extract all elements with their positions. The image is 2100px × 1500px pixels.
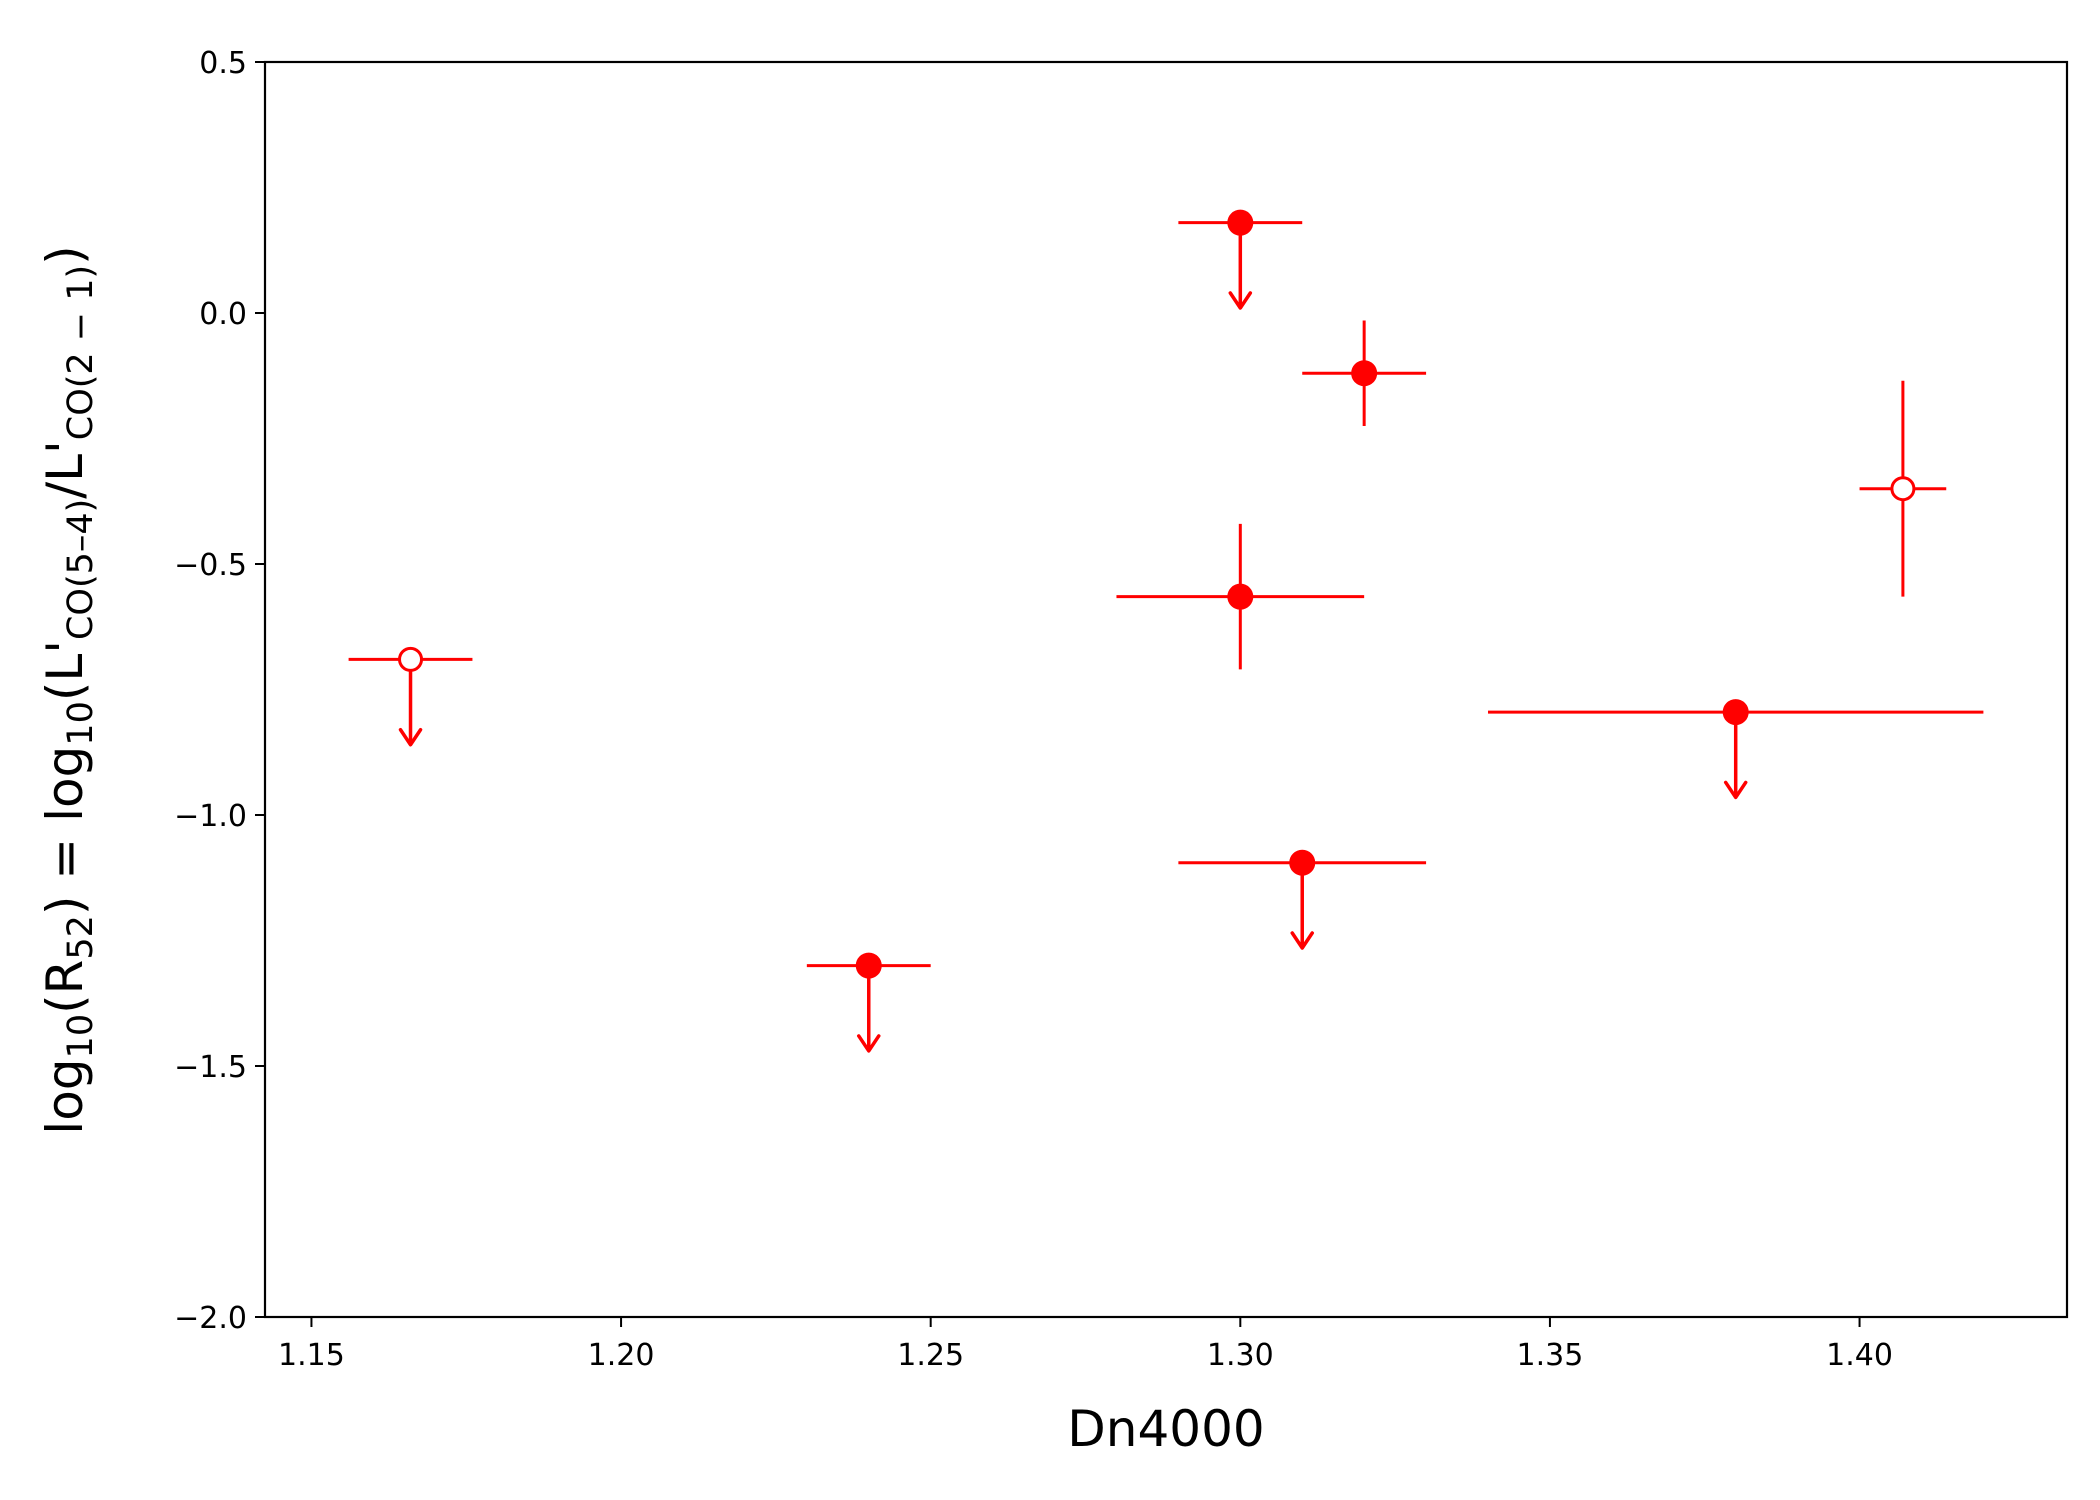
upper-limit-arrow-head: [1228, 291, 1253, 310]
x-tick-label: 1.35: [1517, 1338, 1584, 1373]
x-tick-label: 1.40: [1826, 1338, 1893, 1373]
open-marker: [1890, 476, 1916, 502]
upper-limit-arrow-head: [1290, 931, 1314, 950]
upper-limit-arrow-head: [1723, 780, 1748, 800]
y-tick-label: −2.0: [174, 1301, 247, 1336]
filled-marker: [1289, 849, 1316, 876]
x-axis: 1.15 1.20 1.25 1.30 1.35 1.40: [278, 1317, 1893, 1373]
x-axis-label: Dn4000: [1067, 1400, 1264, 1458]
x-tick-label: 1.15: [278, 1338, 345, 1373]
data-point: [1488, 699, 1984, 800]
data-point: [1178, 849, 1427, 950]
filled-marker: [1722, 699, 1749, 726]
y-axis-label: log10(R52) = log10(L'CO(5–4)/L'CO(2 − 1)…: [36, 245, 101, 1134]
upper-limit-arrow-head: [857, 1034, 881, 1053]
data-point: [806, 952, 931, 1053]
y-tick-label: −1.0: [174, 799, 247, 834]
data-point: [1859, 380, 1947, 597]
y-tick-label: 0.0: [199, 297, 247, 332]
y-tick-label: −1.5: [174, 1050, 247, 1085]
y-axis: 0.5 0.0 −0.5 −1.0 −1.5 −2.0: [174, 46, 265, 1336]
plot-frame: [263, 60, 2069, 1319]
filled-marker: [1351, 360, 1378, 387]
filled-marker: [1227, 209, 1254, 236]
x-tick-label: 1.30: [1207, 1338, 1274, 1373]
x-tick-label: 1.20: [588, 1338, 655, 1373]
data-point: [1178, 209, 1303, 310]
open-marker: [398, 646, 424, 672]
data-point: [1302, 320, 1427, 426]
data-point: [1116, 523, 1365, 670]
x-tick-label: 1.25: [897, 1338, 964, 1373]
filled-marker: [1227, 583, 1254, 610]
data-marks: [348, 209, 1984, 1053]
y-tick-label: −0.5: [174, 548, 247, 583]
data-point: [348, 646, 473, 747]
upper-limit-arrow-head: [398, 727, 423, 747]
filled-marker: [855, 952, 882, 979]
y-tick-label: 0.5: [199, 46, 247, 81]
